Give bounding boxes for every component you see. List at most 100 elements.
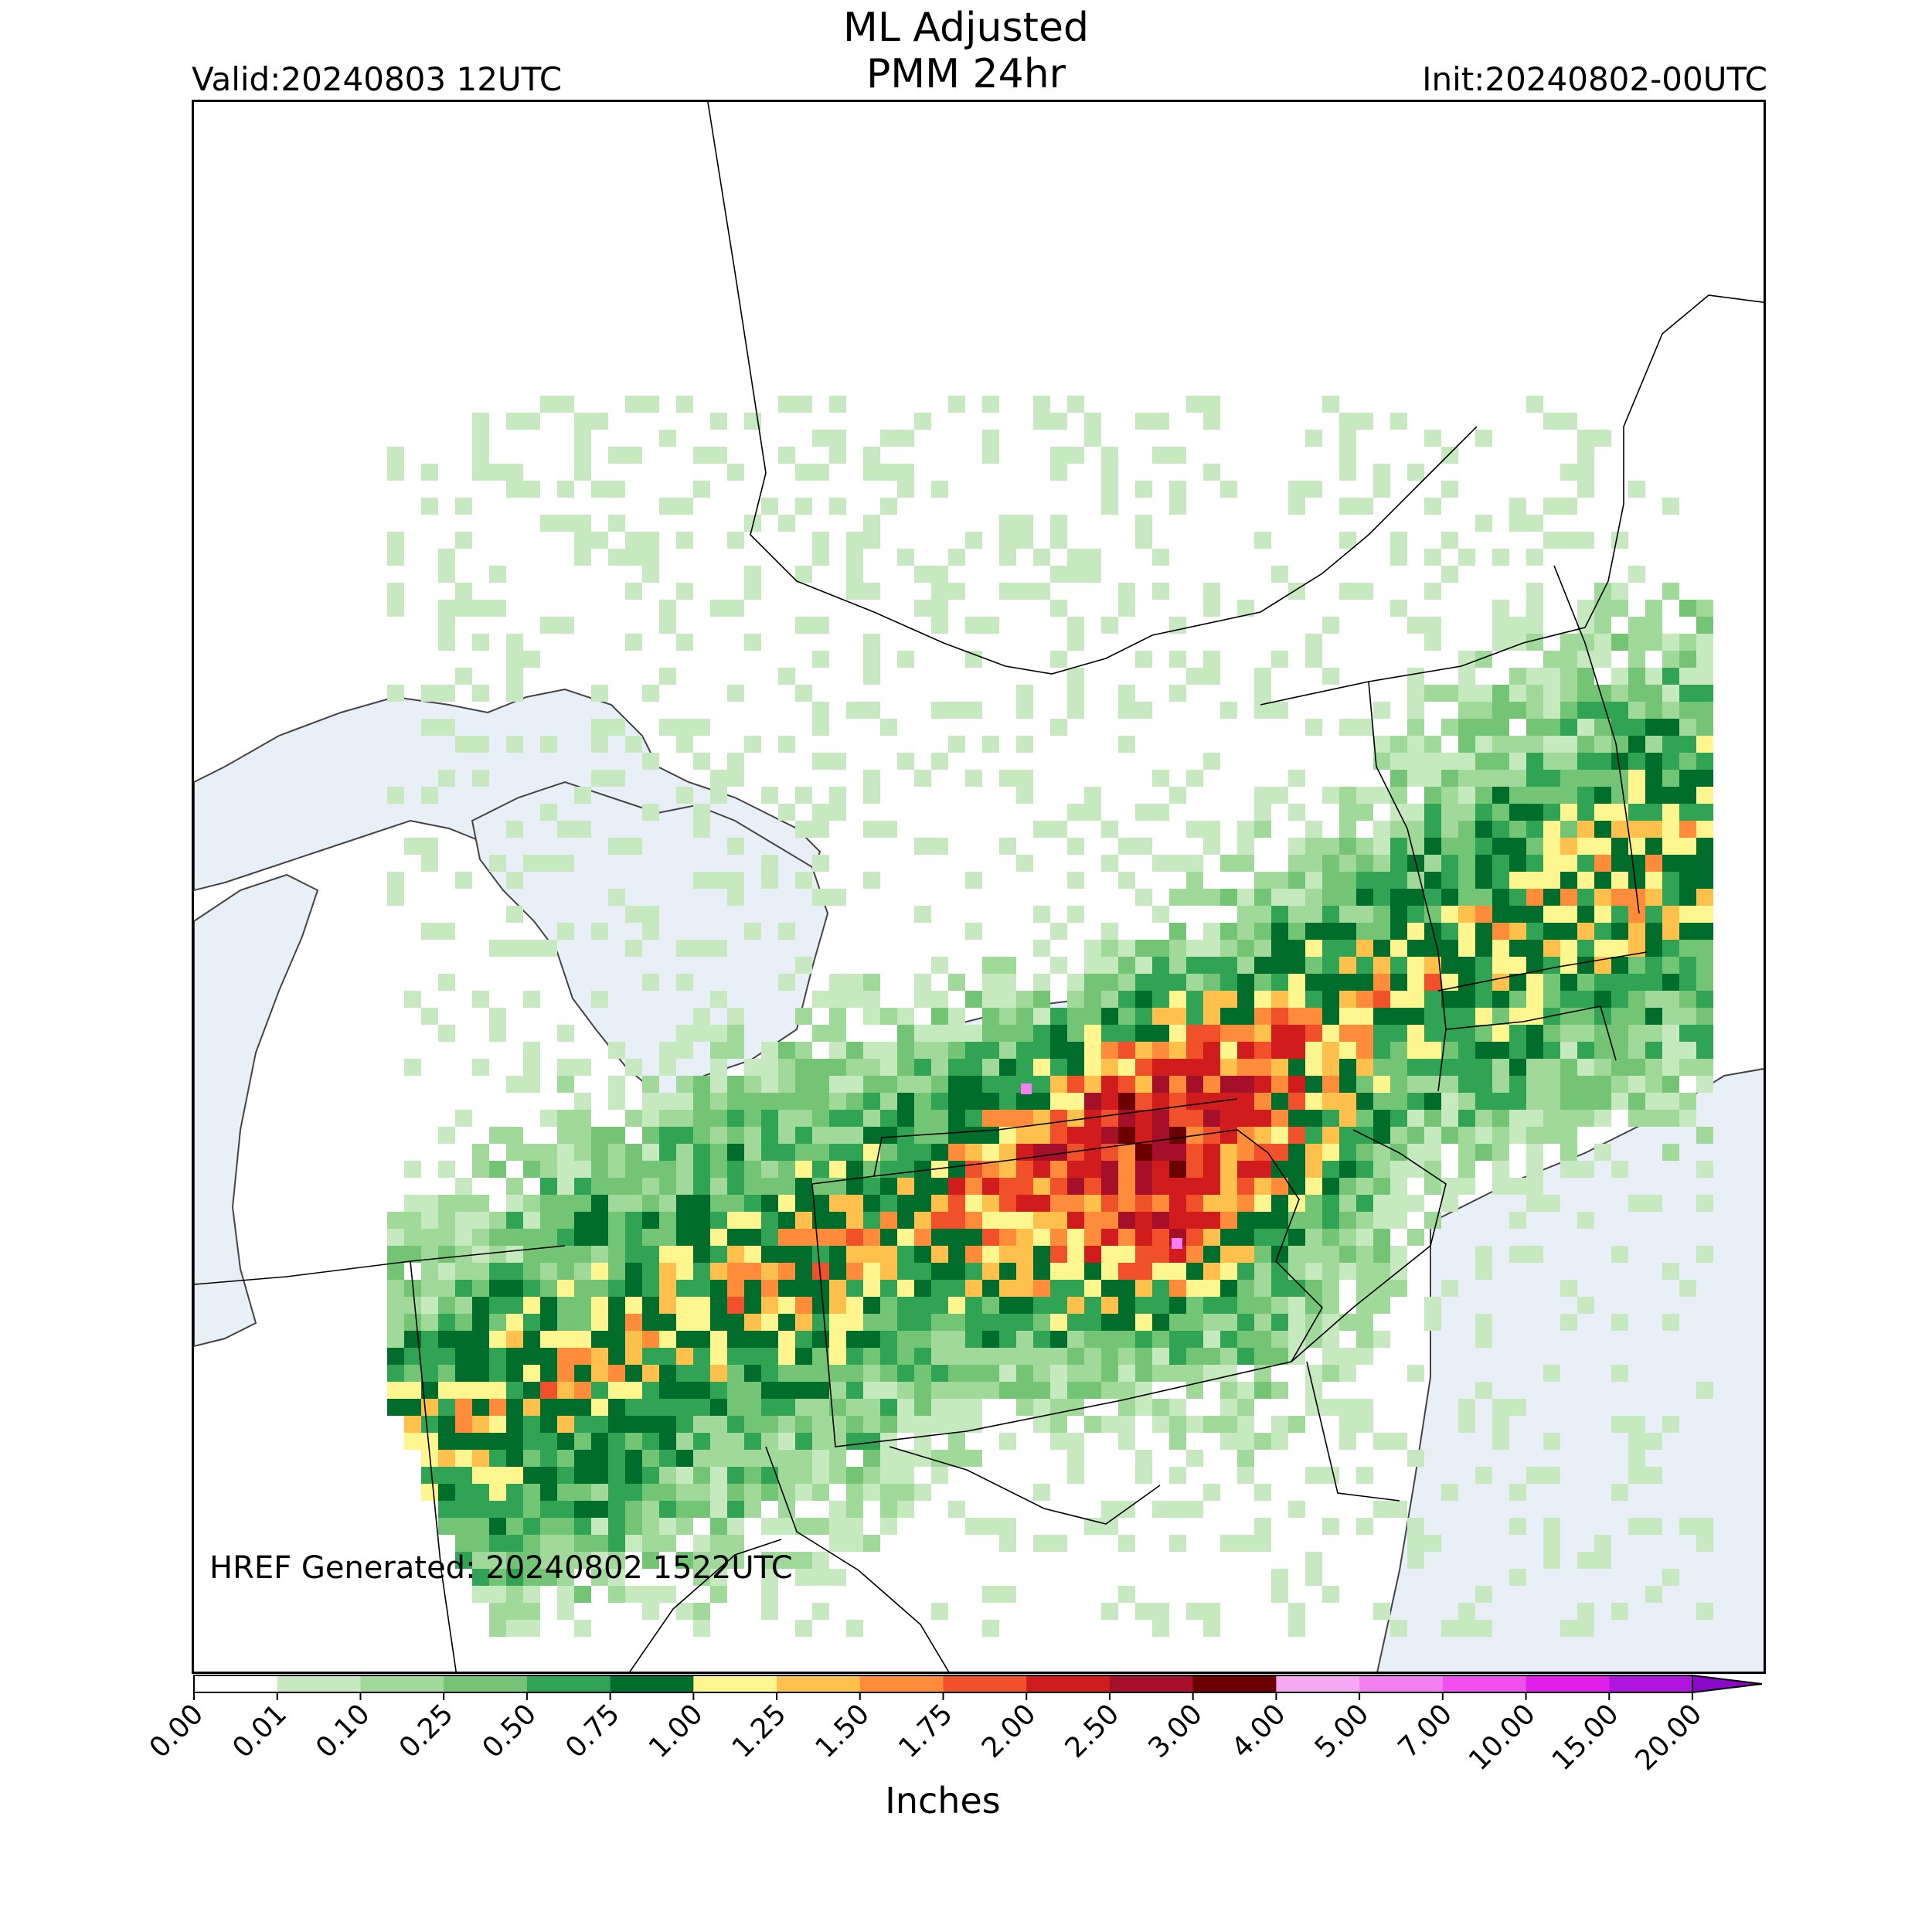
precip-cell xyxy=(1220,1297,1237,1314)
precip-cell xyxy=(1628,753,1645,770)
precip-cell xyxy=(914,1212,931,1229)
precip-cell xyxy=(506,1569,523,1586)
precip-cell xyxy=(574,549,591,566)
precip-cell xyxy=(1135,1450,1152,1467)
precip-cell xyxy=(1067,1399,1084,1416)
precip-cell xyxy=(489,1008,506,1025)
precip-cell xyxy=(1339,1144,1356,1161)
precip-cell xyxy=(1611,940,1628,957)
precip-cell xyxy=(1441,1025,1458,1042)
precip-cell xyxy=(1220,1433,1237,1450)
precip-cell xyxy=(1662,991,1679,1008)
precip-cell xyxy=(812,1076,829,1093)
precip-cell xyxy=(1611,1603,1628,1620)
precip-cell xyxy=(880,1195,897,1212)
precip-cell xyxy=(1203,974,1220,991)
precip-cell xyxy=(1492,617,1509,634)
precip-cell xyxy=(574,1212,591,1229)
precip-cell xyxy=(1407,1535,1424,1552)
precip-cell xyxy=(999,1110,1016,1127)
precip-cell xyxy=(846,1416,863,1433)
precip-cell xyxy=(880,1348,897,1365)
precip-cell xyxy=(982,1161,999,1178)
precip-cell xyxy=(472,1535,489,1552)
precip-cell xyxy=(1424,889,1441,906)
precip-cell xyxy=(965,1025,982,1042)
precip-cell xyxy=(1305,1212,1322,1229)
precip-cell xyxy=(1067,1365,1084,1382)
precip-cell xyxy=(1407,1110,1424,1127)
precip-cell xyxy=(1033,1178,1050,1195)
precip-cell xyxy=(931,1399,948,1416)
precip-cell xyxy=(1050,1195,1067,1212)
precip-cell xyxy=(693,1093,710,1110)
precip-cell xyxy=(1033,1042,1050,1059)
precip-cell xyxy=(1356,855,1373,872)
precip-cell xyxy=(1050,1246,1067,1263)
precip-cell xyxy=(642,549,659,566)
precip-cell xyxy=(1288,481,1305,498)
precip-cell xyxy=(523,413,540,430)
precip-cell xyxy=(727,1280,744,1297)
precip-cell xyxy=(1424,1178,1441,1195)
precip-cell xyxy=(1696,1603,1713,1620)
precip-cell xyxy=(1373,787,1390,804)
precip-cell xyxy=(574,1229,591,1246)
precip-cell xyxy=(1662,498,1679,515)
precip-cell xyxy=(1492,821,1509,838)
colorbar-tick-label: 2.50 xyxy=(1060,1698,1126,1764)
precip-cell xyxy=(693,821,710,838)
precip-cell xyxy=(1254,1297,1271,1314)
precip-cell xyxy=(1679,906,1696,923)
precip-cell xyxy=(914,974,931,991)
precip-cell xyxy=(965,702,982,719)
precip-cell xyxy=(1526,736,1543,753)
precip-cell xyxy=(761,1297,778,1314)
precip-cell xyxy=(574,1331,591,1348)
precip-cell xyxy=(472,413,489,430)
precip-cell xyxy=(846,1620,863,1637)
precip-cell xyxy=(1050,1025,1067,1042)
precip-cell xyxy=(676,787,693,804)
precip-cell xyxy=(1390,1501,1407,1518)
precip-cell xyxy=(642,1297,659,1314)
precip-cell xyxy=(1577,464,1594,481)
precip-cell xyxy=(1152,974,1169,991)
colorbar-tick-label: 0.00 xyxy=(144,1698,210,1764)
precip-cell xyxy=(1594,430,1611,447)
precip-cell xyxy=(727,1314,744,1331)
precip-cell xyxy=(880,1042,897,1059)
precip-cell xyxy=(404,1195,421,1212)
precip-cell xyxy=(727,1416,744,1433)
precip-cell xyxy=(744,583,761,600)
precip-cell xyxy=(1135,991,1152,1008)
precip-cell xyxy=(1271,1042,1288,1059)
precip-cell xyxy=(1271,957,1288,974)
precip-cell xyxy=(812,991,829,1008)
precip-cell xyxy=(1594,804,1611,821)
precip-cell xyxy=(1339,1161,1356,1178)
precip-cell xyxy=(1475,1586,1492,1603)
precip-cell xyxy=(1679,702,1696,719)
precip-cell xyxy=(1628,821,1645,838)
precip-cell xyxy=(387,1331,404,1348)
precip-cell xyxy=(897,1297,914,1314)
precip-cell xyxy=(982,1025,999,1042)
precip-cell xyxy=(1594,702,1611,719)
precip-cell xyxy=(557,1552,574,1569)
precip-cell xyxy=(931,1076,948,1093)
precip-cell xyxy=(1509,1076,1526,1093)
precip-cell xyxy=(1033,1212,1050,1229)
precip-cell xyxy=(778,1484,795,1501)
precip-cell xyxy=(1305,719,1322,736)
precip-cell xyxy=(999,1365,1016,1382)
precip-cell xyxy=(1254,1382,1271,1399)
precip-cell xyxy=(1271,940,1288,957)
precip-cell xyxy=(982,447,999,464)
precip-cell xyxy=(1305,957,1322,974)
precip-cell xyxy=(1509,753,1526,770)
precip-cell xyxy=(1288,1127,1305,1144)
precip-cell xyxy=(1322,1008,1339,1025)
precip-cell xyxy=(1424,1161,1441,1178)
precip-cell xyxy=(1033,906,1050,923)
